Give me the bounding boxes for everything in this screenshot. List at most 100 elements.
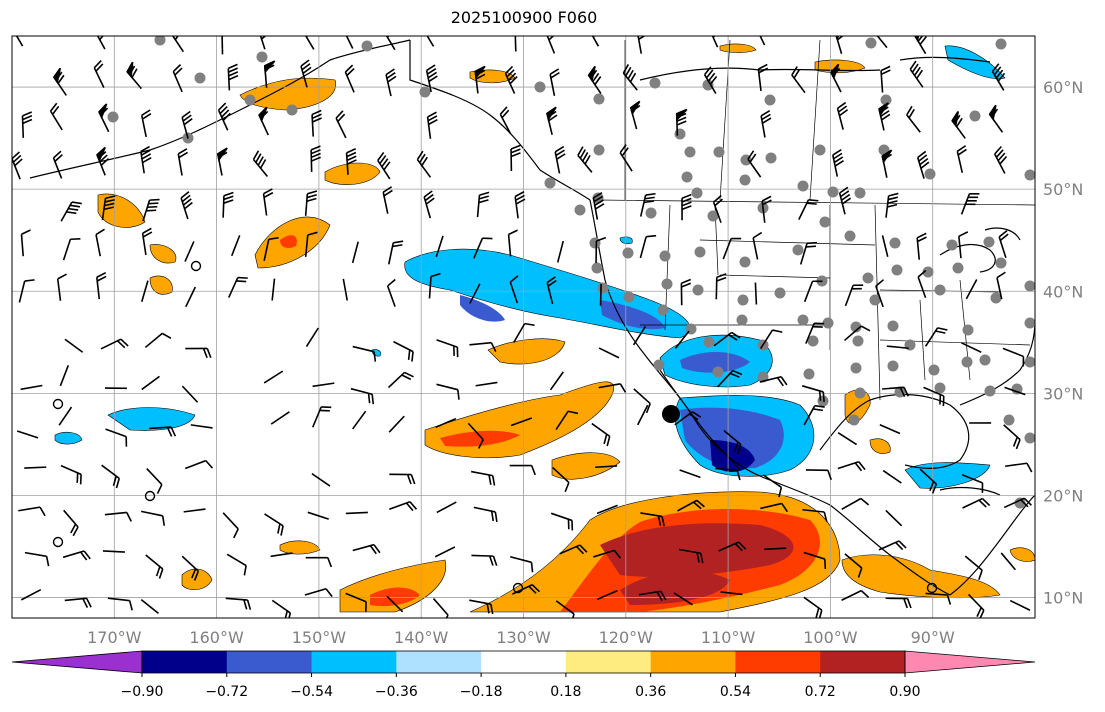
colorbar-tick-label: −0.18: [460, 684, 503, 700]
station-dot: [990, 292, 1002, 304]
wind-barb: [752, 231, 763, 260]
station-dot: [827, 186, 839, 198]
wind-barbs: [12, 36, 1033, 618]
station-dot: [862, 272, 874, 284]
wind-barb: [225, 597, 252, 610]
wind-barb: [639, 234, 657, 259]
wind-barb: [841, 497, 870, 511]
colorbar-segment: [396, 651, 482, 673]
wind-barb: [754, 282, 758, 305]
station-dot: [544, 177, 556, 189]
wind-barb: [722, 237, 742, 260]
wind-barb: [140, 109, 152, 138]
wind-barb: [471, 554, 498, 566]
station-dot: [702, 79, 714, 91]
colorbar-segment: [481, 651, 567, 673]
wind-barb: [798, 199, 819, 220]
wind-barb: [12, 151, 23, 180]
wind-barb: [20, 588, 42, 601]
wind-barb: [64, 597, 92, 608]
colorbar-tick-label: 0.36: [635, 684, 666, 700]
longitude-label: 140°W: [394, 628, 449, 647]
wind-barb: [805, 469, 833, 481]
wind-barb: [715, 273, 727, 300]
map-area[interactable]: [12, 18, 1036, 624]
wind-barb: [673, 592, 693, 606]
wind-barb: [801, 385, 825, 402]
wind-barb: [715, 467, 741, 481]
station-dot: [623, 291, 635, 303]
station-dot: [286, 104, 298, 116]
wind-barb: [311, 109, 322, 137]
station-dot: [1003, 414, 1015, 426]
station-dot: [961, 356, 973, 368]
station-dot: [854, 387, 866, 399]
station-dot: [844, 230, 856, 242]
wind-barb: [190, 424, 213, 429]
wind-barb: [844, 553, 863, 578]
wind-barb: [342, 278, 349, 301]
wind-barb: [629, 100, 641, 130]
wind-barb: [837, 460, 866, 472]
station-dot: [1024, 356, 1035, 368]
wind-barb: [307, 511, 329, 520]
wind-barb: [961, 474, 984, 493]
wind-barb: [311, 472, 331, 487]
station-dot: [674, 128, 686, 140]
wind-barb: [60, 201, 82, 222]
wind-barb: [836, 101, 849, 130]
station-dot: [593, 93, 605, 105]
wind-barb: [552, 467, 570, 493]
wind-barb: [473, 237, 493, 259]
wind-barb: [304, 36, 315, 50]
wind-barb: [799, 241, 818, 265]
wind-barb: [59, 365, 70, 387]
station-dot: [589, 237, 601, 249]
wind-barb: [577, 146, 593, 173]
wind-barb: [230, 235, 241, 257]
wind-barb: [844, 325, 871, 342]
station-dot: [657, 304, 669, 316]
wind-barb: [1003, 424, 1021, 450]
wind-barb: [149, 426, 177, 437]
wind-barb: [423, 190, 435, 219]
station-dot: [244, 94, 256, 106]
longitude-label: 120°W: [599, 628, 654, 647]
station-dot: [1024, 317, 1035, 329]
wind-barb: [264, 513, 284, 536]
wind-barb: [958, 231, 969, 259]
wind-barb: [677, 499, 705, 512]
station-dot: [694, 246, 706, 258]
wind-barb: [388, 415, 405, 433]
wind-barb: [622, 64, 638, 91]
station-dot: [659, 250, 671, 262]
station-dot: [979, 354, 991, 366]
wind-barb: [184, 241, 195, 262]
wind-barb: [222, 512, 239, 539]
station-dot: [691, 187, 703, 199]
colorbar-segment: [142, 651, 228, 673]
wind-barb: [386, 278, 396, 307]
wind-barb: [107, 597, 133, 611]
wind-barb: [425, 64, 438, 93]
wind-barb: [434, 546, 456, 558]
wind-barb: [802, 508, 828, 522]
station-dot: [983, 236, 995, 248]
station-dot: [681, 171, 693, 183]
wind-barb: [885, 597, 912, 609]
latitude-labels: 60°N 50°N 40°N 30°N 20°N 10°N: [1043, 78, 1083, 608]
wind-barb: [762, 474, 783, 498]
station-dot: [854, 187, 866, 199]
wind-barb: [925, 592, 952, 605]
station-dot: [736, 314, 748, 326]
wind-barb: [436, 501, 457, 514]
wind-barb: [837, 432, 858, 446]
wind-barb: [64, 338, 84, 353]
wind-barb: [759, 375, 788, 387]
station-dot: [924, 168, 936, 180]
longitude-label: 90°W: [911, 628, 955, 647]
wind-barb: [100, 338, 129, 350]
wind-barb: [98, 103, 110, 133]
wind-barb: [102, 550, 125, 553]
storm-center-marker[interactable]: [662, 405, 680, 423]
